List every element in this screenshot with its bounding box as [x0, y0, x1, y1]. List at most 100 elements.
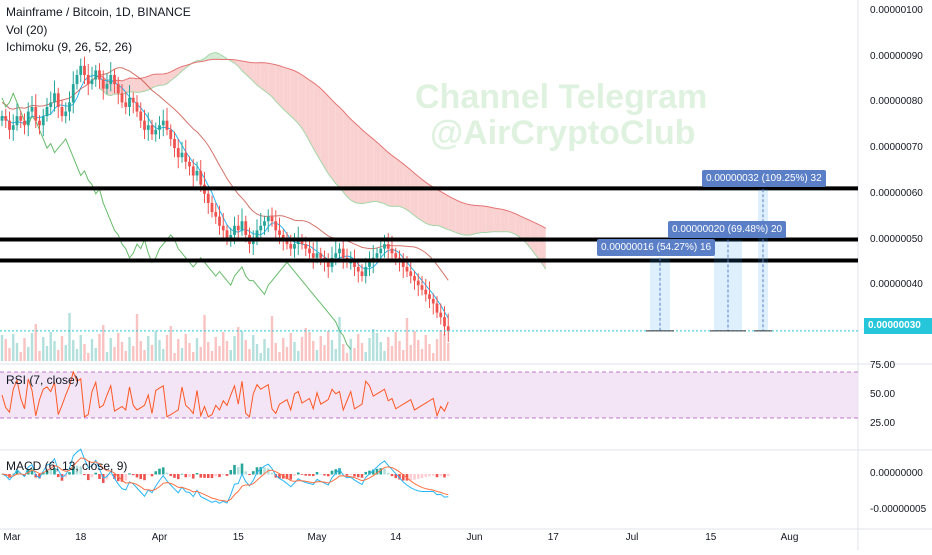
candle-body [176, 148, 180, 158]
candle-body [53, 93, 56, 103]
ichimoku-cloud-segment [302, 74, 306, 135]
candle-body [56, 93, 60, 107]
macd-histogram-bar [319, 473, 323, 475]
time-tick-label: 15 [705, 532, 717, 543]
candle-body [263, 221, 266, 226]
ichimoku-cloud-segment [332, 100, 336, 184]
ichimoku-tenkan [1, 74, 449, 319]
ichimoku-cloud-segment [519, 215, 524, 241]
volume-bar [394, 332, 397, 361]
volume-bar [199, 347, 202, 361]
candle-body [4, 116, 8, 121]
volume-bar [353, 348, 356, 361]
time-tick-label: May [307, 532, 327, 543]
macd-histogram-bar [439, 474, 443, 477]
ichimoku-cloud-segment [485, 206, 490, 233]
ichimoku-cloud-segment [489, 206, 494, 233]
macd-histogram-bar [71, 465, 75, 475]
volume-bar [274, 343, 277, 361]
candle-body [135, 102, 139, 112]
candle-body [68, 102, 71, 112]
volume-bar [225, 341, 229, 361]
volume-bar [289, 333, 292, 361]
macd-histogram-bar [289, 474, 293, 480]
macd-histogram-bar [38, 474, 41, 479]
candle-body [296, 239, 300, 245]
candle-body [188, 161, 191, 167]
vol-indicator-label[interactable]: Vol (20) [6, 23, 48, 37]
volume-bar [128, 337, 131, 361]
volume-bar [364, 352, 367, 361]
candle-body [75, 74, 79, 85]
candle-body [116, 84, 120, 94]
macd-histogram-bar [131, 474, 135, 476]
ichimoku-cloud-segment [110, 80, 115, 96]
macd-histogram-bar [368, 470, 371, 475]
ichimoku-cloud-segment [508, 210, 512, 233]
macd-histogram-bar [409, 474, 413, 481]
candle-body [364, 266, 368, 277]
macd-histogram-bar [195, 473, 199, 475]
candle-body [274, 221, 278, 231]
macd-histogram-bar [68, 472, 71, 475]
macd-histogram-bar [94, 472, 98, 475]
ichimoku-cloud-segment [264, 62, 269, 94]
candle-body [356, 266, 360, 272]
candle-body [8, 120, 11, 130]
volume-bar [398, 341, 401, 361]
macd-histogram-bar [165, 472, 169, 475]
candle-body [244, 221, 248, 235]
volume-bar [132, 346, 135, 361]
macd-histogram-bar [323, 474, 326, 476]
volume-bar [267, 348, 270, 361]
macd-line [1, 448, 449, 504]
macd-indicator-label[interactable]: MACD (6, 13, close, 9) [6, 459, 128, 473]
ichimoku-indicator-label[interactable]: Ichimoku (9, 26, 52, 26) [6, 40, 133, 54]
volume-bar [207, 342, 210, 361]
candle-body [180, 152, 184, 158]
ichimoku-cloud-segment [512, 212, 516, 235]
volume-bar [184, 334, 187, 361]
candle-body [311, 253, 315, 258]
volume-bar [368, 338, 371, 361]
macd-histogram-bar [390, 474, 394, 477]
candle-body [184, 152, 188, 162]
ichimoku-cloud-segment [422, 179, 426, 224]
price-tick-label: 0.00000070 [870, 142, 923, 154]
volume-bar [218, 346, 221, 361]
ichimoku-cloud-segment [395, 158, 400, 207]
ichimoku-cloud-segment [414, 173, 419, 219]
candle-body [390, 248, 394, 254]
candle-body [236, 225, 240, 231]
volume-bar [87, 353, 90, 361]
candle-body [169, 129, 173, 139]
macd-histogram-bar [41, 472, 45, 475]
volume-bar [53, 341, 56, 361]
ichimoku-cloud-segment [144, 76, 149, 92]
ichimoku-cloud-segment [470, 204, 475, 235]
volume-bar [327, 331, 330, 361]
macd-histogram-bar [229, 470, 233, 475]
candle-body [131, 97, 135, 103]
macd-histogram-bar [341, 473, 345, 475]
volume-bar [109, 338, 112, 361]
measure-label: 0.00000020 (69.48%) 20 [668, 220, 787, 238]
ichimoku-cloud-segment [448, 195, 452, 232]
ichimoku-cloud-segment [163, 73, 167, 86]
macd-histogram-bar [401, 474, 405, 481]
candle-body [420, 285, 424, 290]
volume-bar [154, 331, 157, 361]
volume-bar [12, 334, 15, 361]
macd-histogram-bar [135, 474, 139, 478]
rsi-indicator-label[interactable]: RSI (7, close) [6, 373, 79, 387]
macd-histogram-bar [326, 474, 330, 477]
time-tick-label: 18 [75, 532, 87, 543]
macd-histogram-bar [221, 474, 225, 476]
rsi-tick-label: 50.00 [870, 389, 896, 400]
candle-body [154, 129, 158, 135]
macd-histogram-bar [416, 474, 420, 479]
volume-bar [409, 345, 412, 361]
volume-bar [413, 331, 416, 361]
